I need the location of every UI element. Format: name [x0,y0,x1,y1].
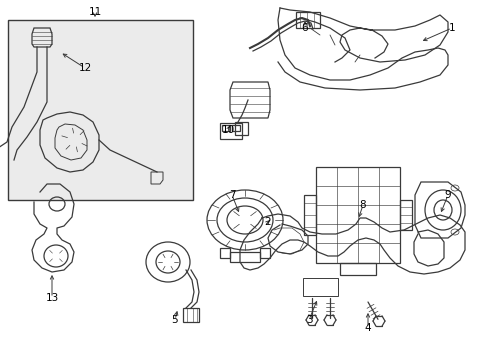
Text: 11: 11 [88,7,102,17]
Text: 10: 10 [221,125,234,135]
Bar [295,12,319,28]
Text: 2: 2 [264,217,271,227]
Text: 1: 1 [448,23,454,33]
Text: 4: 4 [364,323,370,333]
Bar [8,20,193,200]
Bar [231,125,240,131]
Text: 6: 6 [301,23,307,33]
Text: 7: 7 [228,190,235,200]
Text: 8: 8 [359,200,366,210]
Bar [315,167,399,263]
Text: 13: 13 [45,293,59,303]
Text: 9: 9 [444,190,450,200]
Bar [222,125,229,131]
Text: 5: 5 [171,315,178,325]
Text: 12: 12 [78,63,91,73]
Text: 3: 3 [305,315,312,325]
Bar [183,308,199,322]
Bar [303,278,337,296]
Bar [220,123,242,139]
